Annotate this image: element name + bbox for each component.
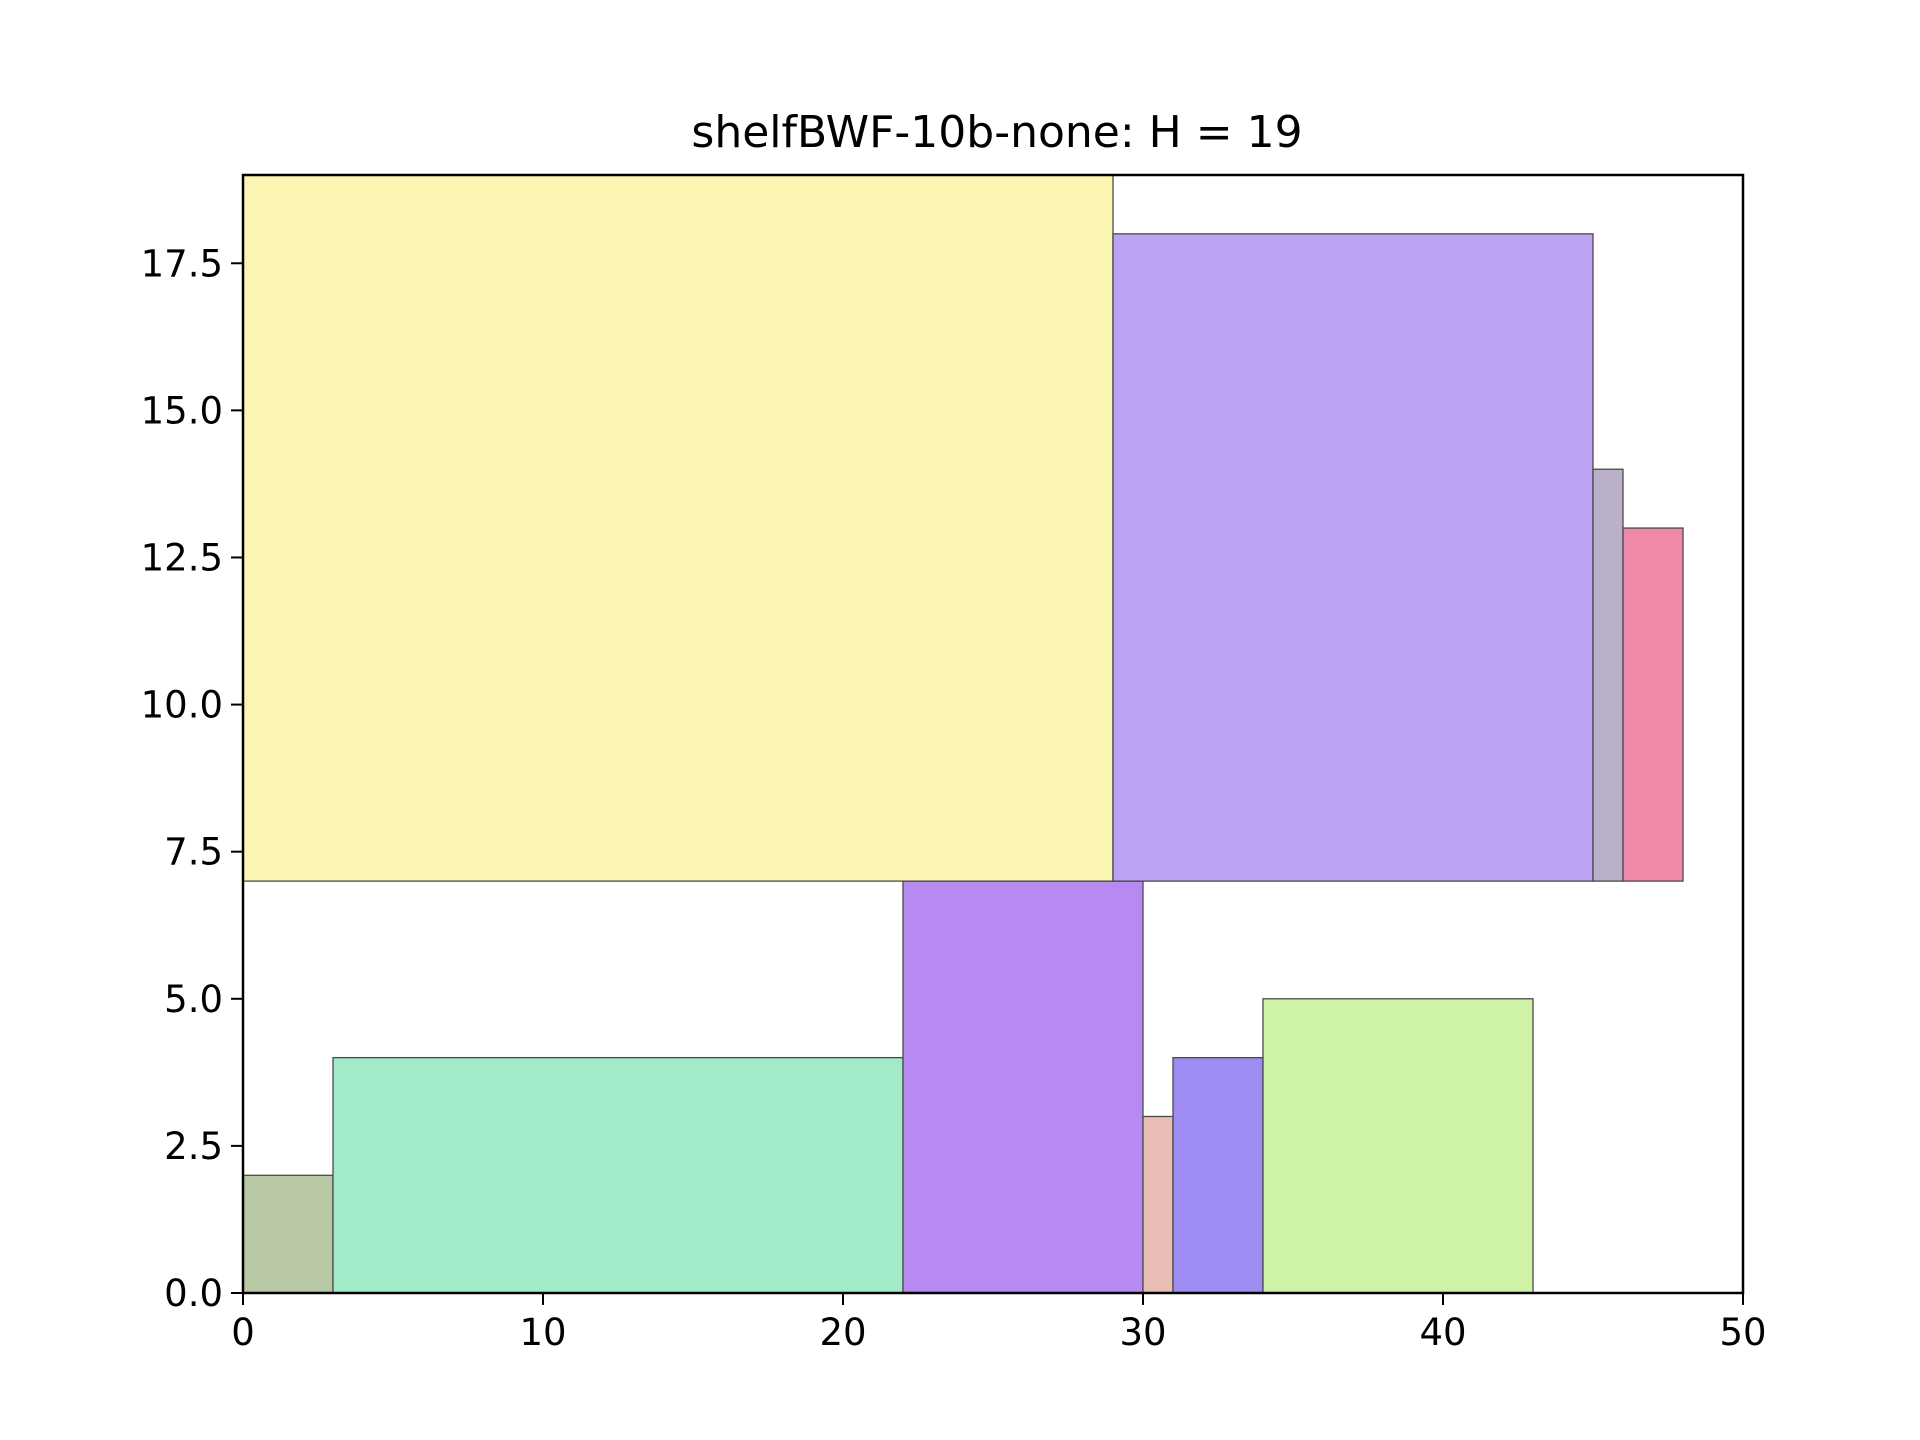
chart-title: shelfBWF-10b-none: H = 19 bbox=[691, 107, 1302, 158]
x-tick-label: 40 bbox=[1419, 1311, 1466, 1354]
y-axis: 0.0 2.5 5.0 7.5 10.0 12.5 15.0 17.5 bbox=[141, 242, 243, 1315]
x-tick-label: 0 bbox=[231, 1311, 255, 1354]
y-tick-label: 10.0 bbox=[141, 684, 223, 727]
x-tick-label: 10 bbox=[519, 1311, 566, 1354]
y-tick-label: 2.5 bbox=[164, 1125, 223, 1168]
y-tick-label: 17.5 bbox=[141, 242, 223, 285]
x-tick-label: 20 bbox=[819, 1311, 866, 1354]
rectangle-8 bbox=[1112, 233, 1594, 882]
x-axis: 0 10 20 30 40 50 bbox=[231, 1293, 1767, 1354]
plot-frame bbox=[241, 173, 1745, 1295]
rectangle-9 bbox=[1592, 468, 1624, 882]
rectangle-10 bbox=[1622, 527, 1684, 882]
rectangle-7 bbox=[242, 174, 1114, 882]
x-tick-label: 50 bbox=[1719, 1311, 1766, 1354]
rectangle-4 bbox=[1142, 1115, 1174, 1294]
y-tick-label: 0.0 bbox=[164, 1272, 223, 1315]
rectangle-2 bbox=[332, 1056, 904, 1294]
rectangle-1 bbox=[242, 1174, 334, 1294]
rectangles-layer bbox=[242, 174, 1684, 1294]
rectangle-5 bbox=[1172, 1056, 1264, 1294]
x-tick-label: 30 bbox=[1119, 1311, 1166, 1354]
y-tick-label: 7.5 bbox=[164, 831, 223, 874]
y-tick-label: 5.0 bbox=[164, 978, 223, 1021]
y-tick-label: 15.0 bbox=[141, 389, 223, 432]
rectangle-6 bbox=[1262, 998, 1534, 1294]
y-tick-label: 12.5 bbox=[141, 536, 223, 579]
rectangle-3 bbox=[902, 880, 1144, 1294]
